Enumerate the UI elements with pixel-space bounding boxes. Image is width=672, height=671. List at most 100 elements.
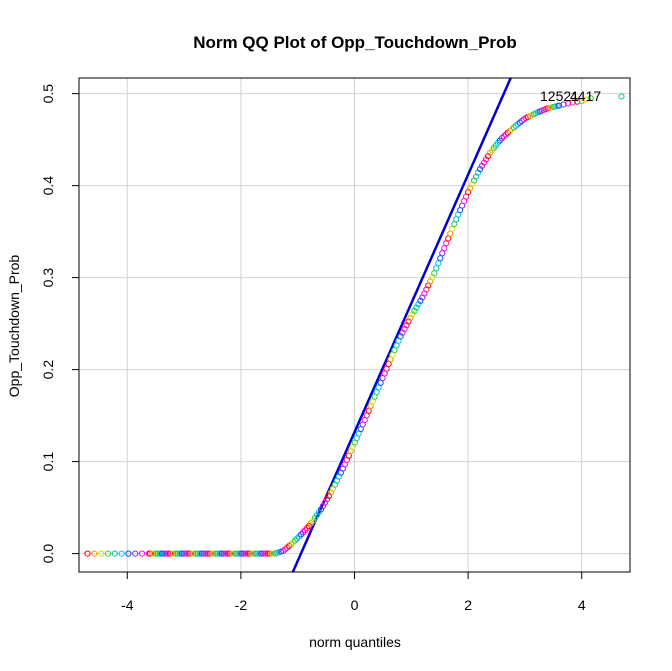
data-point — [218, 550, 225, 557]
data-point — [188, 550, 195, 557]
data-point — [238, 550, 245, 557]
data-point — [152, 550, 160, 557]
data-point — [294, 535, 301, 542]
data-point — [574, 98, 581, 105]
data-point — [252, 550, 259, 557]
data-point — [244, 550, 251, 557]
data-point — [222, 550, 229, 557]
reference-line — [291, 77, 512, 573]
data-point — [125, 550, 132, 557]
data-point — [569, 99, 576, 106]
data-point — [317, 506, 325, 513]
data-point — [439, 250, 446, 257]
data-point — [202, 550, 209, 557]
data-point — [216, 550, 223, 557]
data-point — [212, 550, 219, 557]
point-id-label: 4417 — [570, 88, 601, 104]
data-point — [226, 550, 233, 557]
y-axis-label: Opp_Touchdown_Prob — [6, 255, 22, 398]
data-point — [186, 550, 193, 557]
data-point — [200, 550, 207, 557]
data-point — [478, 162, 486, 169]
data-point — [232, 550, 239, 557]
data-point — [242, 550, 249, 557]
grid-lines — [79, 78, 630, 572]
y-tick-label: 0.4 — [40, 176, 56, 196]
data-point — [148, 550, 156, 557]
data-point — [84, 550, 91, 557]
x-axis-label: norm quantiles — [309, 634, 401, 650]
data-point — [564, 100, 572, 107]
data-point — [504, 129, 511, 136]
data-point — [158, 550, 166, 557]
x-tick-label: 2 — [464, 597, 472, 613]
data-point — [146, 550, 154, 557]
data-point — [290, 539, 297, 546]
data-point — [506, 127, 513, 135]
data-point — [156, 550, 164, 557]
y-tick-label: 0.5 — [40, 84, 56, 104]
data-point — [184, 550, 191, 557]
data-point — [319, 502, 327, 510]
data-point — [413, 304, 420, 311]
reference-line-layer — [291, 77, 512, 573]
data-point — [138, 550, 146, 557]
data-point — [482, 156, 490, 163]
data-point — [230, 550, 237, 557]
data-point — [268, 550, 275, 557]
data-point — [198, 550, 205, 557]
x-tick-label: -4 — [121, 597, 134, 613]
data-point — [288, 541, 295, 548]
data-point — [292, 537, 299, 544]
data-point — [618, 93, 625, 100]
x-axis: -4 -2 0 2 4 — [121, 571, 586, 613]
data-point — [321, 499, 329, 506]
data-point — [484, 153, 492, 160]
data-point — [192, 550, 199, 557]
data-point — [246, 550, 253, 557]
data-point — [500, 133, 507, 140]
data-point — [286, 542, 293, 550]
data-point — [150, 550, 158, 557]
chart-title: Norm QQ Plot of Opp_Touchdown_Prob — [193, 33, 517, 52]
data-point — [498, 135, 506, 142]
data-point — [208, 550, 215, 557]
data-point — [204, 550, 211, 557]
data-point — [264, 550, 271, 557]
data-point — [323, 496, 331, 503]
data-point — [240, 550, 247, 557]
data-point — [256, 550, 263, 557]
data-point — [262, 550, 269, 557]
data-point — [476, 165, 484, 173]
data-point — [160, 550, 168, 557]
data-point — [258, 550, 265, 557]
data-point — [196, 550, 203, 557]
data-point — [220, 550, 227, 557]
data-point — [587, 95, 594, 102]
data-point — [236, 550, 243, 557]
y-axis: 0.0 0.1 0.2 0.3 0.4 0.5 — [40, 84, 80, 564]
data-point — [168, 550, 175, 557]
data-point — [111, 550, 118, 557]
data-point — [162, 550, 170, 557]
data-point — [178, 550, 185, 557]
data-point — [154, 550, 162, 557]
data-point — [118, 550, 125, 557]
data-point — [91, 550, 98, 557]
y-tick-label: 0.1 — [40, 452, 56, 472]
data-point — [172, 550, 179, 557]
y-tick-label: 0.2 — [40, 360, 56, 380]
data-point — [270, 550, 277, 557]
data-point — [176, 550, 183, 557]
data-point — [132, 550, 139, 557]
data-point — [409, 311, 416, 318]
data-point — [206, 550, 213, 557]
y-tick-label: 0.3 — [40, 268, 56, 288]
y-tick-label: 0.0 — [40, 544, 56, 564]
data-point — [415, 301, 422, 308]
data-point — [224, 550, 231, 557]
data-points — [84, 93, 625, 557]
x-tick-label: 4 — [578, 597, 586, 613]
data-point — [417, 297, 424, 304]
